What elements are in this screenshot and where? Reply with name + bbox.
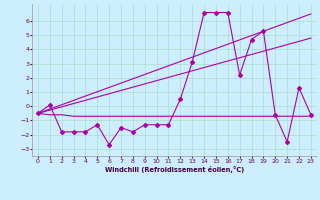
X-axis label: Windchill (Refroidissement éolien,°C): Windchill (Refroidissement éolien,°C) xyxy=(105,166,244,173)
